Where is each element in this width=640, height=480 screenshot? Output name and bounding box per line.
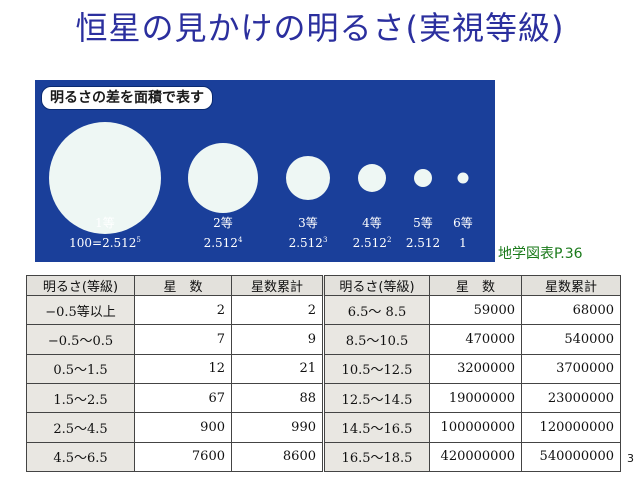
circle-mag-2 [188, 143, 258, 213]
magnitude-range-cell: 4.5〜6.5 [26, 441, 135, 473]
star-count-cell: 2 [134, 294, 232, 326]
mag-label-3: 3等 [298, 216, 318, 230]
star-count-cell: 67 [134, 382, 232, 414]
ratio-label-3: 2.5123 [288, 236, 328, 250]
header-magnitude: 明るさ(等級) [26, 275, 135, 296]
ratio-label-5: 2.512 [405, 236, 441, 250]
circle-mag-1 [49, 122, 161, 234]
magnitude-range-cell: 10.5〜12.5 [322, 353, 430, 384]
table-row: −0.5〜0.5 7 9 8.5〜10.5 470000 540000 [26, 324, 621, 355]
brightness-circles [49, 122, 469, 234]
page-number: 3 [627, 452, 634, 465]
brightness-diagram: 明るさの差を面積で表す 1等 2等 3等 4等 5等 6等 100=2.5125… [35, 80, 495, 262]
source-citation: 地学図表P.36 [498, 246, 583, 262]
circle-mag-4 [358, 164, 386, 192]
header-magnitude: 明るさ(等級) [322, 275, 430, 296]
star-count-cell: 3200000 [429, 353, 522, 384]
magnitude-table-wrap: 明るさ(等級) 星 数 星数累計 明るさ(等級) 星 数 星数累計 −0.5等以… [26, 275, 621, 473]
cumulative-cell: 540000 [521, 324, 621, 355]
header-star-count: 星 数 [134, 275, 232, 296]
mag-label-5: 5等 [413, 216, 433, 230]
table-header-row: 明るさ(等級) 星 数 星数累計 明るさ(等級) 星 数 星数累計 [26, 275, 621, 296]
magnitude-range-cell: 8.5〜10.5 [322, 324, 430, 355]
star-count-cell: 420000000 [429, 441, 522, 473]
cumulative-cell: 8600 [231, 441, 324, 473]
table-row: −0.5等以上 2 2 6.5〜 8.5 59000 68000 [26, 294, 621, 326]
magnitude-table: 明るさ(等級) 星 数 星数累計 明るさ(等級) 星 数 星数累計 −0.5等以… [26, 275, 621, 473]
magnitude-range-cell: 12.5〜14.5 [322, 382, 430, 414]
star-count-cell: 59000 [429, 294, 522, 326]
cumulative-cell: 21 [231, 353, 324, 384]
magnitude-range-cell: 16.5〜18.5 [322, 441, 430, 473]
magnitude-range-cell: 14.5〜16.5 [322, 412, 430, 443]
circle-mag-6 [457, 172, 469, 184]
star-count-cell: 470000 [429, 324, 522, 355]
magnitude-range-cell: −0.5等以上 [26, 294, 135, 326]
table-row: 0.5〜1.5 12 21 10.5〜12.5 3200000 3700000 [26, 353, 621, 384]
table-row: 2.5〜4.5 900 990 14.5〜16.5 100000000 1200… [26, 412, 621, 443]
cumulative-cell: 990 [231, 412, 324, 443]
star-count-cell: 7600 [134, 441, 232, 473]
slide-title: 恒星の見かけの明るさ(実視等級) [75, 9, 565, 47]
cumulative-cell: 540000000 [521, 441, 621, 473]
ratio-label-6: 1 [459, 236, 467, 250]
table-row: 1.5〜2.5 67 88 12.5〜14.5 19000000 2300000… [26, 382, 621, 414]
diagram-caption: 明るさの差を面積で表す [41, 86, 213, 110]
circle-mag-3 [286, 156, 330, 200]
mag-label-6: 6等 [453, 216, 473, 230]
cumulative-cell: 68000 [521, 294, 621, 326]
magnitude-range-cell: 6.5〜 8.5 [322, 294, 430, 326]
star-count-cell: 19000000 [429, 382, 522, 414]
magnitude-range-cell: 2.5〜4.5 [26, 412, 135, 443]
ratio-label-1: 100=2.5125 [69, 236, 141, 250]
cumulative-cell: 23000000 [521, 382, 621, 414]
star-count-cell: 7 [134, 324, 232, 355]
table-row: 4.5〜6.5 7600 8600 16.5〜18.5 420000000 54… [26, 441, 621, 473]
cumulative-cell: 88 [231, 382, 324, 414]
mag-label-2: 2等 [213, 216, 233, 230]
star-count-cell: 900 [134, 412, 232, 443]
cumulative-cell: 3700000 [521, 353, 621, 384]
header-cumulative: 星数累計 [521, 275, 621, 296]
magnitude-range-cell: 0.5〜1.5 [26, 353, 135, 384]
star-count-cell: 12 [134, 353, 232, 384]
magnitude-range-cell: 1.5〜2.5 [26, 382, 135, 414]
header-star-count: 星 数 [429, 275, 522, 296]
cumulative-cell: 9 [231, 324, 324, 355]
magnitude-range-cell: −0.5〜0.5 [26, 324, 135, 355]
cumulative-cell: 120000000 [521, 412, 621, 443]
star-count-cell: 100000000 [429, 412, 522, 443]
mag-label-4: 4等 [362, 216, 382, 230]
circle-mag-5 [414, 169, 432, 187]
ratio-label-4: 2.5122 [352, 236, 392, 250]
header-cumulative: 星数累計 [231, 275, 324, 296]
ratio-label-2: 2.5124 [203, 236, 243, 250]
cumulative-cell: 2 [231, 294, 324, 326]
mag-label-1: 1等 [95, 216, 115, 230]
